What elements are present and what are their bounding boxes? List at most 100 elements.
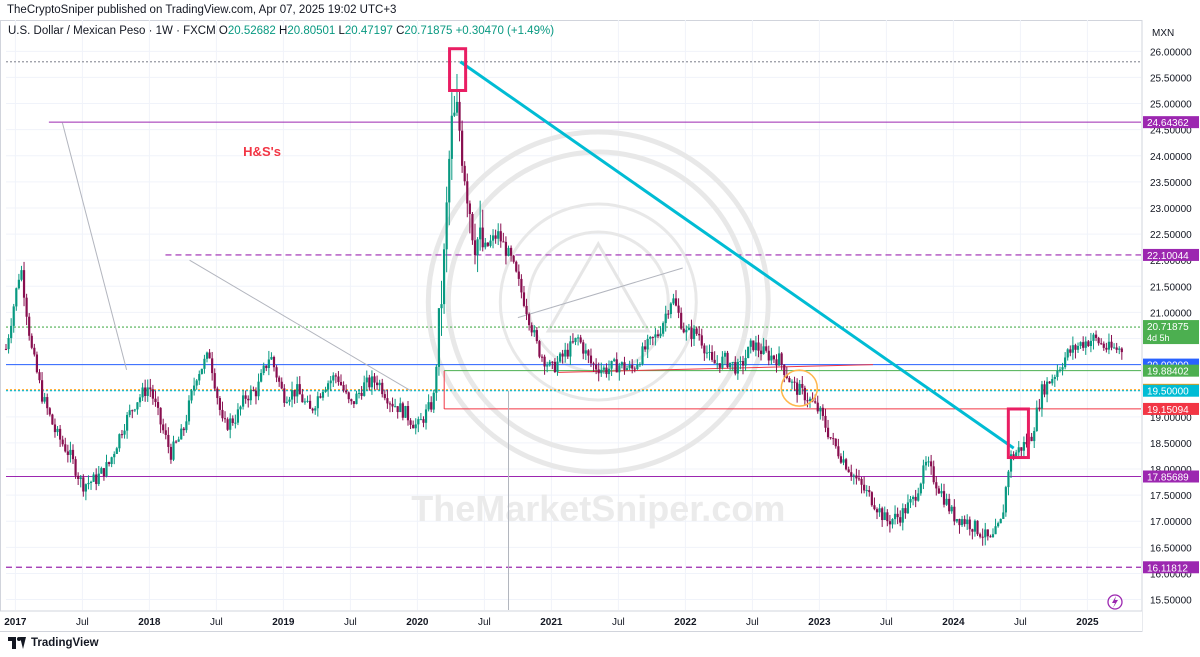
price-label[interactable]: 19.50000: [1147, 387, 1189, 398]
price-label-box[interactable]: [1143, 364, 1199, 377]
price-label[interactable]: 22.10044: [1147, 251, 1189, 262]
price-label[interactable]: 16.11812: [1147, 563, 1188, 574]
candle-body: [396, 406, 399, 413]
candle-body: [744, 358, 747, 366]
price-tick[interactable]: 21.00000: [1150, 308, 1192, 319]
candle-body: [89, 481, 93, 483]
price-tick[interactable]: 17.50000: [1150, 491, 1192, 502]
candle-body: [1053, 376, 1056, 380]
price-tick[interactable]: 21.50000: [1150, 282, 1192, 293]
candle-body: [986, 529, 989, 537]
candle-body: [128, 410, 131, 415]
circle-marker: [780, 369, 819, 407]
price-label[interactable]: 17.85689: [1147, 472, 1189, 483]
candle-body: [275, 367, 278, 378]
price-tick[interactable]: 19.00000: [1150, 413, 1192, 424]
close-label: C: [396, 25, 405, 37]
candle-body: [1017, 447, 1020, 453]
candle-body: [803, 387, 806, 401]
watermark: TheMarketSniper.com: [411, 129, 785, 529]
candle-body: [329, 380, 332, 384]
price-tick[interactable]: 25.50000: [1150, 73, 1192, 84]
time-tick: Jul: [880, 617, 893, 628]
price-label-box[interactable]: [1143, 116, 1199, 129]
price-label-box[interactable]: [1143, 470, 1199, 483]
candle-body: [84, 484, 87, 492]
candle-body: [729, 362, 732, 368]
candle-body: [873, 505, 876, 510]
price-tick[interactable]: 26.00000: [1150, 47, 1192, 58]
candle-body: [491, 235, 495, 241]
candle-body: [195, 380, 198, 386]
price-axis[interactable]: MXN 15.50000 16.00000 16.50000 17.00000 17.50…: [1141, 20, 1200, 632]
price-label[interactable]: 20.71875: [1147, 322, 1189, 333]
candle-body: [1035, 407, 1038, 432]
candle-body: [571, 341, 575, 343]
candle-body: [308, 400, 312, 409]
price-label-box[interactable]: [1143, 320, 1199, 345]
candle-body: [262, 365, 265, 374]
candle-body: [368, 377, 371, 388]
candle-body: [82, 477, 85, 492]
price-tick[interactable]: 24.50000: [1150, 126, 1192, 137]
price-tick[interactable]: 15.50000: [1150, 596, 1192, 607]
candle-body: [4, 348, 8, 350]
time-axis[interactable]: 2017 Jul 2018 Jul 2019 Jul 2020 Jul 2021 Jul 2022 J…: [0, 594, 1142, 631]
price-tick[interactable]: 22.50000: [1150, 230, 1192, 241]
price-label[interactable]: 24.64362: [1147, 118, 1189, 129]
candle-body: [610, 360, 613, 369]
candle-body: [976, 520, 979, 535]
candle-body: [363, 382, 366, 396]
candle-body: [999, 518, 1002, 524]
price-tick[interactable]: 25.00000: [1150, 100, 1192, 111]
candle-body: [551, 361, 554, 363]
price-label-box[interactable]: [1143, 561, 1199, 574]
price-tick[interactable]: 23.50000: [1150, 178, 1192, 189]
candle-body: [829, 437, 832, 439]
high-value: 20.80501: [287, 25, 336, 37]
candle-body: [597, 369, 600, 374]
candle-body: [404, 405, 407, 418]
candle-body: [950, 506, 953, 512]
candle-body: [383, 394, 386, 399]
candle-body: [783, 364, 786, 375]
watermark-text: TheMarketSniper.com: [411, 488, 785, 529]
price-tick[interactable]: 24.00000: [1150, 152, 1192, 163]
price-tick[interactable]: 16.00000: [1150, 569, 1192, 580]
price-label-subtext[interactable]: 4d 5h: [1147, 333, 1170, 343]
price-label-box[interactable]: [1143, 402, 1199, 415]
candles[interactable]: [4, 73, 1123, 546]
tradingview-logo[interactable]: TradingView: [8, 637, 99, 649]
candle-body: [208, 352, 211, 359]
candle-body: [685, 329, 688, 333]
candle-body: [574, 337, 577, 343]
candle-body: [922, 465, 925, 484]
price-tick[interactable]: 16.50000: [1150, 543, 1192, 554]
candle-body: [530, 325, 533, 333]
candle-body: [667, 313, 670, 315]
price-label[interactable]: 19.88402: [1147, 367, 1189, 378]
candle-body: [151, 389, 154, 399]
price-label-box[interactable]: [1143, 248, 1199, 261]
low-label: L: [338, 25, 345, 37]
candle-body: [705, 352, 709, 354]
candle-body: [821, 407, 824, 416]
candle-body: [973, 520, 977, 532]
price-tick[interactable]: 17.00000: [1150, 517, 1192, 528]
candle-body: [466, 181, 469, 204]
candle-body: [453, 112, 456, 116]
price-tick[interactable]: 22.00000: [1150, 256, 1192, 267]
price-chart[interactable]: TheMarketSniper.com H&S's MXN 15.50000 16.…: [0, 20, 1200, 632]
price-label-box[interactable]: [1143, 384, 1199, 397]
candle-body: [723, 352, 727, 357]
price-tick[interactable]: 18.50000: [1150, 439, 1192, 450]
symbol-name[interactable]: U.S. Dollar / Mexican Peso · 1W · FXCM: [8, 25, 216, 37]
price-label[interactable]: 19.15094: [1147, 405, 1189, 416]
candle-body: [437, 308, 441, 367]
candle-body: [450, 115, 453, 159]
price-tick[interactable]: 23.00000: [1150, 204, 1192, 215]
time-tick: Jul: [478, 617, 491, 628]
candle-body: [30, 335, 33, 348]
lightning-icon[interactable]: [1107, 594, 1123, 610]
candle-body: [412, 424, 415, 429]
